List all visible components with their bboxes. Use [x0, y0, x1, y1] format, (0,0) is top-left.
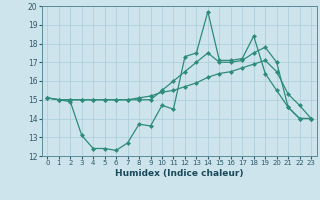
X-axis label: Humidex (Indice chaleur): Humidex (Indice chaleur): [115, 169, 244, 178]
